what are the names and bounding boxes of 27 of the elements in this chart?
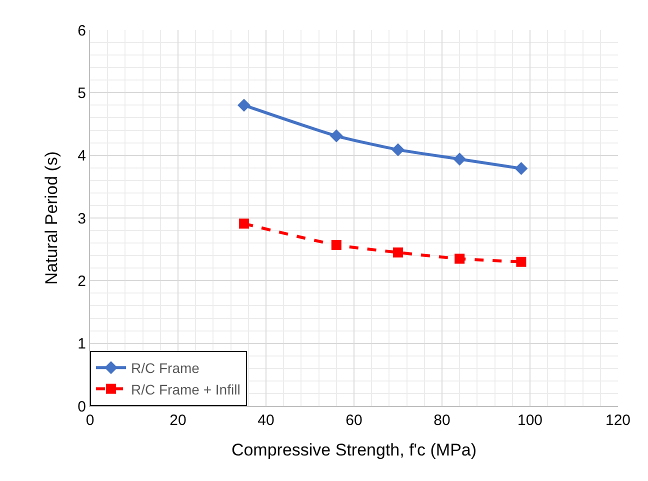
point (393, 247, 403, 258)
y-tick-label: 0 (78, 398, 86, 416)
y-tick-label: 1 (78, 336, 86, 353)
legend-label: R/C Frame + Infill (131, 381, 240, 398)
x-tick-label: 80 (434, 412, 450, 429)
point (239, 218, 249, 229)
y-tick-label: 5 (78, 84, 86, 102)
point (331, 240, 342, 250)
y-tick-label: 2 (78, 272, 86, 290)
y-tick-label: 6 (78, 22, 86, 40)
point (516, 256, 526, 267)
point (392, 143, 404, 156)
x-axis-title: Compressive Strength, f'c (MPa) (231, 440, 477, 460)
point (238, 98, 250, 112)
x-tick-label: 60 (346, 412, 362, 429)
point (454, 254, 465, 264)
point (453, 152, 466, 166)
legend-label: R/C Frame (131, 360, 200, 376)
point (330, 129, 343, 142)
point (514, 162, 528, 175)
x-tick-label: 20 (170, 412, 186, 429)
y-tick-label: 3 (78, 210, 86, 228)
x-tick-label: 40 (258, 412, 274, 429)
x-tick-label: 100 (517, 412, 543, 429)
x-tick-label: 120 (605, 412, 631, 429)
y-tick-label: 4 (78, 148, 86, 165)
y-axis-title: Natural Period (s) (42, 151, 62, 285)
